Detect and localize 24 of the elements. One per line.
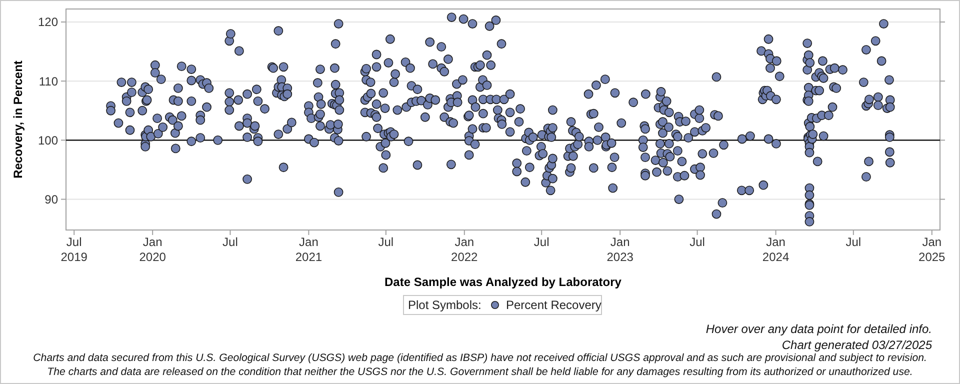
- y-tick-label: 90: [44, 192, 58, 206]
- x-axis-title: Date Sample was Analyzed by Laboratory: [384, 275, 622, 289]
- x-tick-label: Jan 2024: [762, 235, 790, 264]
- x-tick-label: Jul: [378, 235, 394, 249]
- legend-label: Percent Recovery: [506, 298, 602, 312]
- y-tick-label: 120: [38, 15, 58, 30]
- x-tick-label: Jul: [222, 235, 238, 249]
- x-tick-label: Jul 2019: [60, 235, 88, 264]
- x-tick-label: Jan 2022: [451, 235, 478, 264]
- x-tick-label: Jan 2021: [295, 235, 322, 264]
- text: Hover over any data point for detailed info.: [706, 322, 932, 336]
- y-axis-title: Recovery, in Percent: [11, 60, 25, 178]
- text: The charts and data are released on the condition that neither the USGS nor the U.S. Government shall be held liable for any damages resulting from its authorized or unauthorized use.: [47, 366, 913, 378]
- x-tick-label: Jul: [846, 235, 862, 249]
- text: Charts and data secured from this U.S. Geological Survey (USGS) web page (identified as IBSP) have not received official USGS approval and as such are provisional and subject to revision.: [33, 352, 927, 364]
- x-tick-label: Jan 2023: [606, 235, 634, 264]
- text: Chart generated 03/27/2025: [782, 338, 932, 352]
- y-tick-label: 100: [38, 133, 58, 148]
- y-tick-label: 110: [38, 74, 58, 88]
- x-tick-label: Jul: [690, 235, 705, 249]
- x-tick-label: Jan 2025: [918, 235, 946, 264]
- x-tick-label: Jan 2020: [139, 235, 166, 264]
- legend-title: Plot Symbols:: [408, 298, 482, 312]
- x-tick-label: Jul: [534, 235, 550, 249]
